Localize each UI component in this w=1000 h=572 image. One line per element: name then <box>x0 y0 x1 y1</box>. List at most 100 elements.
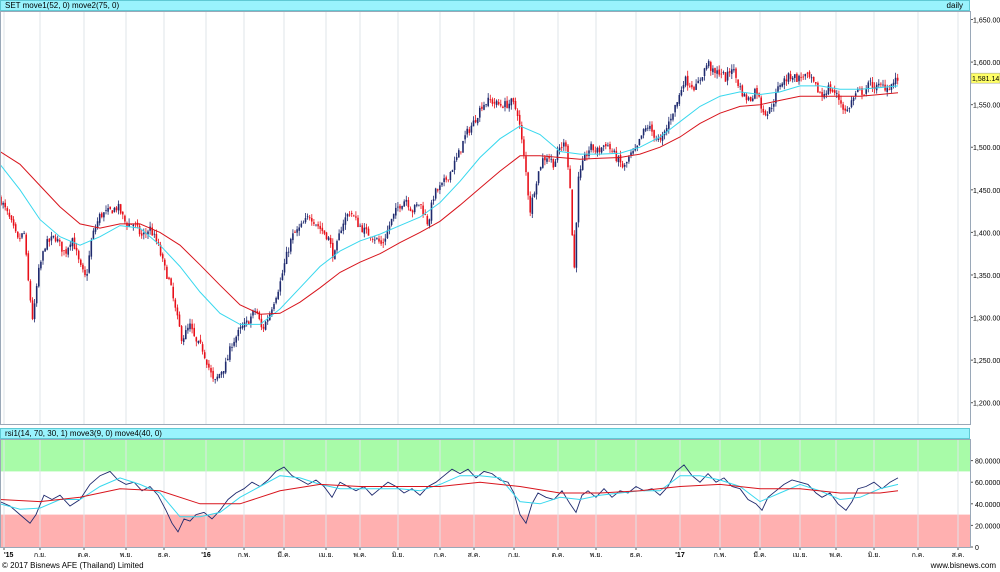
candle-body <box>405 199 408 202</box>
period-label[interactable]: daily <box>946 1 963 10</box>
candle-body <box>741 85 744 97</box>
candle-body <box>283 263 286 273</box>
candle-body <box>69 244 72 247</box>
candle-body <box>153 233 156 235</box>
candle-body <box>285 251 288 264</box>
candle-body <box>779 85 781 87</box>
candle-body <box>21 233 23 238</box>
candle-body <box>460 151 462 153</box>
x-tick-label: ก.ค. <box>912 552 925 559</box>
candle-body <box>128 223 130 227</box>
footer: © 2017 Bisnews AFE (Thailand) Limited ww… <box>0 560 1000 572</box>
candle-body <box>812 76 815 82</box>
price-y-axis: 1,650.00 1,600.00 1,550.00 1,500.00 1,450.00… <box>970 18 1000 408</box>
candle-body <box>794 74 796 78</box>
candle-body <box>701 77 704 81</box>
candle-body <box>569 168 571 189</box>
candle-body <box>80 259 82 265</box>
candle-body <box>407 200 410 208</box>
candle-body <box>600 147 603 153</box>
candle-body <box>857 89 859 92</box>
candle-body <box>588 150 590 156</box>
candle-body <box>451 170 454 172</box>
candle-body <box>890 84 893 90</box>
candle-body <box>525 156 527 173</box>
rsi-panel-header: rsi1(14, 70, 30, 1) move3(9, 0) move4(40… <box>0 428 970 439</box>
candle-body <box>319 225 321 229</box>
candle-body <box>791 77 794 80</box>
candle-body <box>113 207 116 212</box>
candle-body <box>802 76 804 78</box>
site-link[interactable]: www.bisnews.com <box>930 561 996 570</box>
candle-body <box>464 135 466 140</box>
candle-body <box>38 267 40 287</box>
candle-body <box>294 231 296 233</box>
candle-body <box>176 307 179 316</box>
oversold-zone <box>1 514 970 547</box>
candle-body <box>550 158 552 160</box>
candle-body <box>117 203 120 211</box>
candle-body <box>222 370 225 374</box>
candle-body <box>306 216 309 218</box>
candle-body <box>311 218 313 222</box>
candle-body <box>105 210 107 211</box>
candle-body <box>31 300 34 319</box>
candle-body <box>552 158 555 168</box>
candle-body <box>336 241 338 251</box>
candle-body <box>537 171 540 184</box>
candle-body <box>674 104 676 113</box>
candle-body <box>535 183 538 195</box>
candle-body <box>863 94 865 96</box>
ma-slow-line <box>0 92 899 315</box>
candle-body <box>758 93 760 97</box>
x-tick-label: มี.ค. <box>277 551 290 559</box>
candle-body <box>563 142 565 147</box>
candle-body <box>271 309 273 315</box>
candle-body <box>317 224 319 227</box>
candle-body <box>229 346 231 360</box>
candle-body <box>241 326 244 328</box>
candle-body <box>212 370 214 379</box>
candle-body <box>842 104 844 110</box>
price-panel-header: SET move1(52, 0) move2(75, 0) daily <box>0 0 970 11</box>
candle-body <box>619 155 622 163</box>
candle-body <box>384 238 387 242</box>
candle-body <box>483 104 485 110</box>
candle-body <box>359 225 361 227</box>
candle-body <box>476 118 479 124</box>
x-tick-label: ต.ค. <box>77 552 90 559</box>
candle-body <box>210 367 212 373</box>
overbought-zone <box>1 439 970 472</box>
candle-body <box>132 224 135 227</box>
candle-body <box>739 86 741 88</box>
candle-body <box>697 80 699 84</box>
candle-body <box>611 150 613 152</box>
candle-body <box>90 240 93 257</box>
x-tick-label: ธ.ค. <box>630 552 643 559</box>
candle-body <box>254 310 256 312</box>
x-tick-label: ส.ค. <box>952 552 965 559</box>
candle-body <box>428 219 431 226</box>
candle-body <box>302 222 305 224</box>
rsi-line <box>0 464 899 533</box>
candle-body <box>185 330 187 340</box>
rsi-ma-fast-line <box>0 475 899 518</box>
candle-body <box>348 214 351 216</box>
candle-body <box>273 304 275 309</box>
candle-body <box>638 138 641 146</box>
price-y-tick-label: 1,550.00 <box>973 103 1000 110</box>
x-tick-label: ธ.ค. <box>158 552 171 559</box>
candle-body <box>350 212 353 215</box>
candle-body <box>634 148 636 151</box>
candle-body <box>659 137 662 140</box>
candle-body <box>439 185 441 191</box>
candle-body <box>821 91 823 97</box>
candle-body <box>815 82 817 84</box>
candle-body <box>193 327 195 337</box>
candle-body <box>573 234 576 268</box>
candle-body <box>119 204 122 214</box>
x-tick-label: พ.ค. <box>353 552 366 559</box>
candle-body <box>199 339 202 343</box>
candle-body <box>201 344 204 352</box>
candle-body <box>806 72 809 74</box>
